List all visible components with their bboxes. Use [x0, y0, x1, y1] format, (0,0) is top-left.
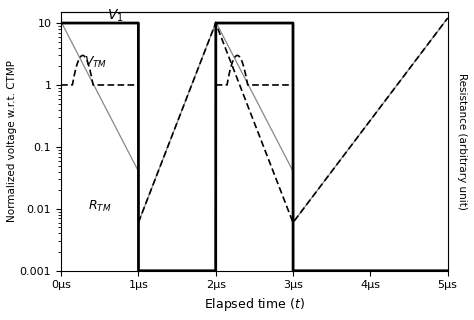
Y-axis label: Resistance (arbitrary unit): Resistance (arbitrary unit) — [457, 73, 467, 210]
Text: $R_{TM}$: $R_{TM}$ — [88, 199, 111, 214]
Text: $V_1$: $V_1$ — [108, 7, 124, 24]
Text: $V_{TM}$: $V_{TM}$ — [84, 55, 108, 70]
Y-axis label: Normalized voltage w.r.t. CTMP: Normalized voltage w.r.t. CTMP — [7, 60, 17, 222]
X-axis label: Elapsed time ($t$): Elapsed time ($t$) — [204, 296, 305, 313]
